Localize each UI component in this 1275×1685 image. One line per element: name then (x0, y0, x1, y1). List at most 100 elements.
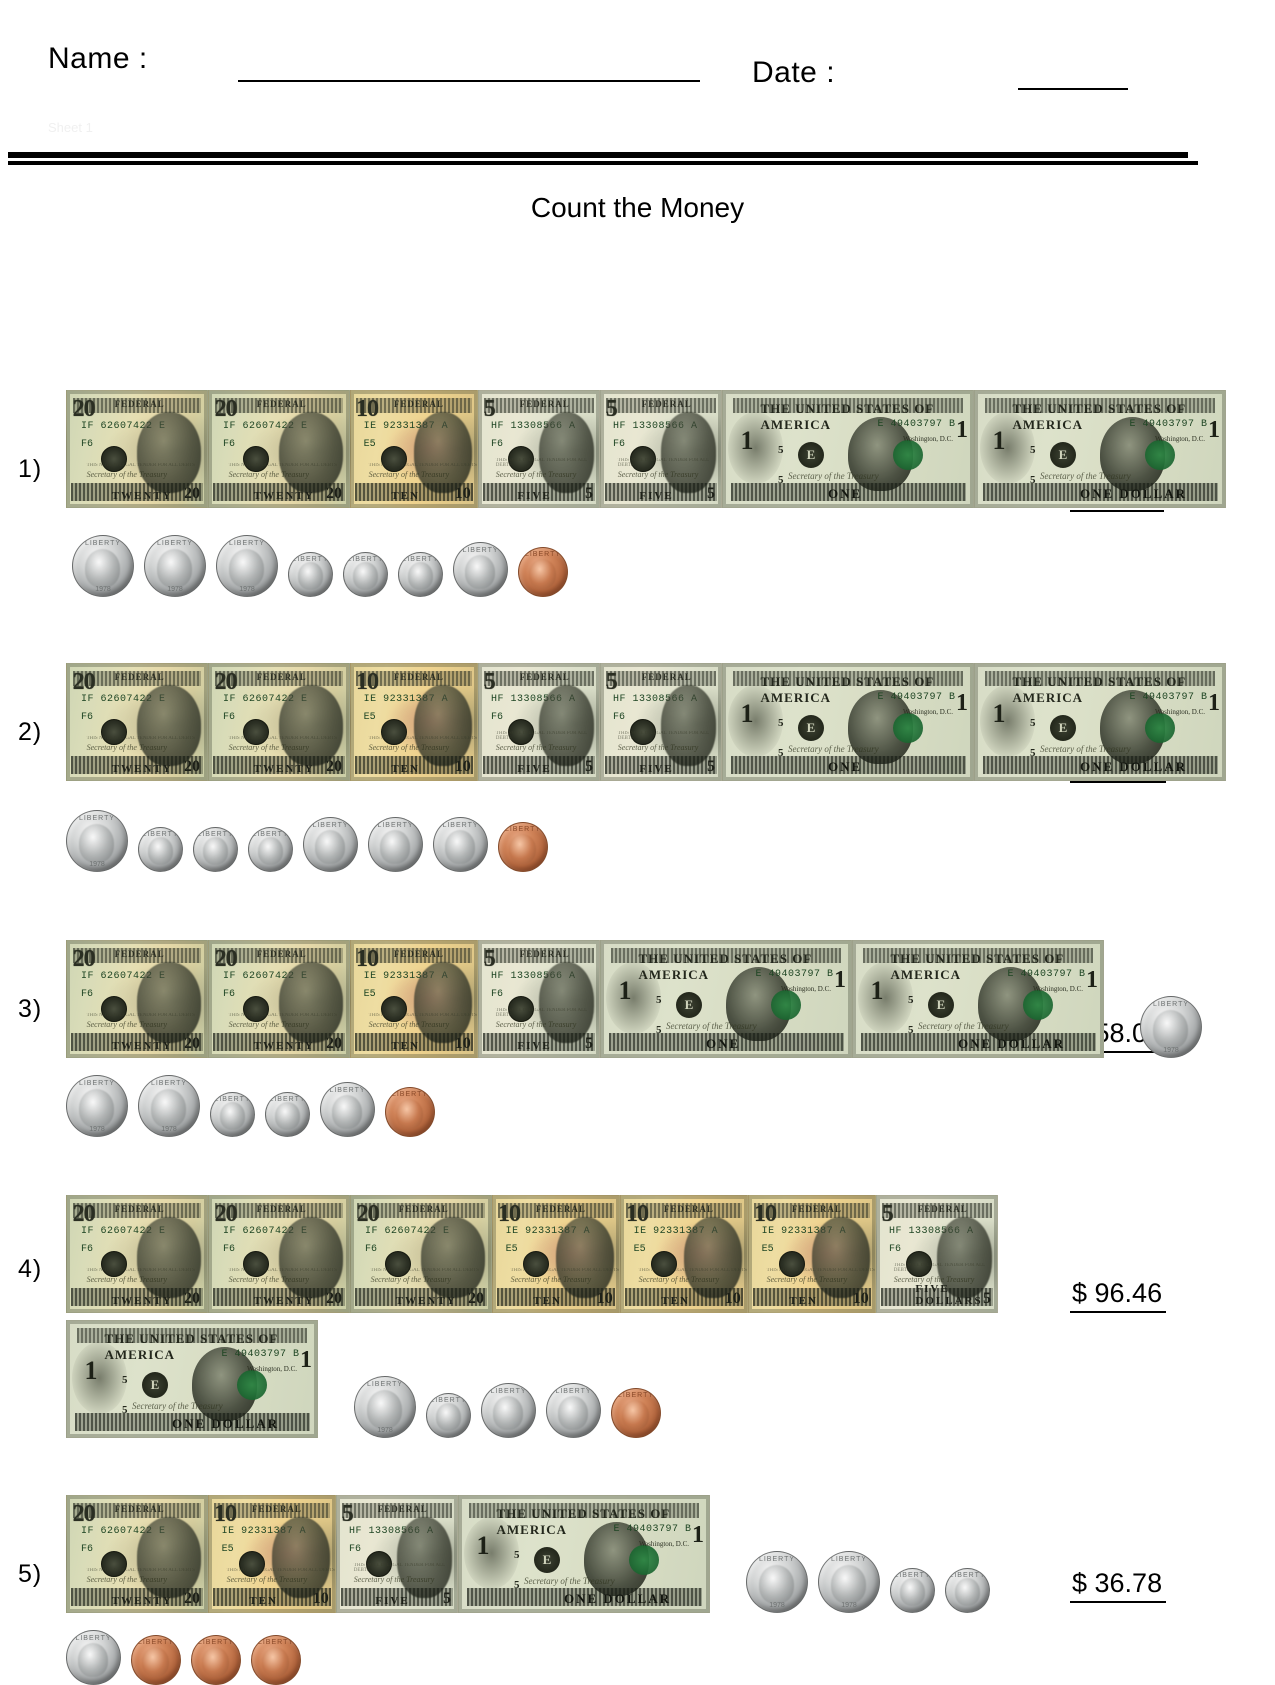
coin-portrait (157, 549, 192, 588)
bill-portrait (661, 411, 717, 494)
bill-border-pattern (754, 1202, 870, 1219)
coin-year-text: 1978 (89, 1126, 105, 1133)
answer-value[interactable]: $ 96.46 (1070, 1278, 1167, 1313)
bill-denomination-word: TWENTY (253, 763, 315, 776)
bill-micro-text: THIS NOTE IS LEGAL TENDER FOR ALL DEBTS (86, 462, 195, 468)
coin-rim-text: LIBERTY (1152, 1001, 1190, 1009)
bill-serial-number: E 49403797 B (755, 968, 834, 980)
bill-denomination-numeral-bottom: 20 (326, 1290, 342, 1308)
bill-serial-number: IF 62607422 E (223, 1226, 308, 1238)
bill-denomination-numeral: 20 (72, 668, 96, 695)
bill-denomination-word: ONE (706, 1036, 741, 1052)
bill-portrait (556, 1216, 614, 1299)
bill-micro-text: THIS NOTE IS LEGAL TENDER FOR ALL DEBTS (86, 1567, 195, 1573)
bill-denomination-word: TWENTY (111, 490, 173, 503)
bill-portrait (539, 411, 595, 494)
bill-denomination-numeral: 10 (754, 1200, 777, 1227)
bill-5-dollar: 5 FEDERAL HF 13308566 A F6 THIS NOTE IS LEGA… (336, 1495, 458, 1613)
bill-bottom-border-pattern (213, 482, 345, 502)
bill-left-ornament (728, 411, 783, 484)
bill-bottom-border-pattern (354, 755, 474, 775)
coin-dime: LIBERTY (426, 1393, 471, 1438)
bill-district-number-left: 5 (778, 444, 784, 457)
bill-district-code: F6 (365, 1243, 378, 1255)
bill-federal-seal (365, 1550, 392, 1577)
bill-denomination-numeral-bottom: 10 (454, 485, 471, 503)
bill-left-ornament (72, 1341, 127, 1414)
bill-10-dollar: 10 FEDERAL IE 92331387 A E5 THIS NOTE IS LEG… (620, 1195, 748, 1313)
bill-denomination-numeral: 20 (214, 668, 238, 695)
bill-serial-number: E 49403797 B (221, 1348, 300, 1360)
bill-bottom-border-pattern (982, 755, 1218, 775)
bill-denomination-numeral-bottom: 5 (585, 1035, 593, 1053)
bill-banner-text: THE UNITED STATES OF AMERICA (638, 951, 812, 983)
bill-denomination-numeral-bottom: 5 (983, 1290, 991, 1308)
bill-denomination-word: TEN (661, 1295, 690, 1308)
coin-portrait (352, 562, 378, 590)
coin-rim-text: LIBERTY (462, 546, 499, 554)
bill-federal-seal (239, 1550, 266, 1577)
bill-district-code: F6 (491, 438, 504, 450)
bill-denomination-numeral-bottom: 5 (707, 758, 715, 776)
coin-penny: LIBERTY (498, 822, 548, 872)
coin-group: LIBERTY LIBERTY LIBERTY LIBERTY (66, 1630, 301, 1685)
bill-border-pattern (985, 397, 1215, 414)
bill-20-dollar: 20 FEDERAL IF 62607422 E F6 THIS NOTE IS LEG… (208, 940, 350, 1058)
coin-quarter: LIBERTY 1978 (144, 535, 206, 597)
name-blank-line[interactable] (238, 80, 700, 82)
bill-denomination-numeral: 5 (605, 395, 618, 422)
bill-signature: Secretary of the Treasury (226, 1575, 308, 1585)
bill-federal-seal (242, 995, 269, 1022)
coin-quarter: LIBERTY 1978 (818, 1551, 880, 1613)
bill-1-dollar: 1 THE UNITED STATES OF AMERICA 5 E E 4940379… (852, 940, 1104, 1058)
bill-district-code: F6 (491, 988, 504, 1000)
bill-border-pattern (483, 947, 595, 964)
bill-denomination-word: TWENTY (395, 1295, 457, 1308)
bill-bottom-border-pattern (71, 1032, 203, 1052)
bill-signature: Secretary of the Treasury (495, 470, 577, 480)
coin-rim-text: LIBERTY (442, 821, 479, 829)
bill-20-dollar: 20 FEDERAL IF 62607422 E F6 THIS NOTE IS LEG… (66, 940, 208, 1058)
bill-signature: Secretary of the Treasury (368, 470, 450, 480)
bill-border-pattern (483, 670, 595, 687)
bill-denomination-numeral: 10 (356, 395, 379, 422)
coin-rim-text: LIBERTY (329, 1086, 366, 1094)
coin-group: 1 THE UNITED STATES OF AMERICA 5 E E 4940379… (66, 1320, 661, 1438)
date-blank-line[interactable] (1018, 88, 1128, 90)
bill-5-dollar: 5 FEDERAL HF 13308566 A F6 THIS NOTE IS LEGA… (600, 663, 722, 781)
bill-border-pattern (72, 1502, 202, 1519)
coin-rim-text: LIBERTY (228, 540, 266, 548)
bill-federal-seal (523, 1250, 550, 1277)
page-title: Count the Money (530, 192, 745, 223)
bill-denomination-numeral: 20 (72, 1500, 96, 1527)
bill-banner-text: THE UNITED STATES OF AMERICA (496, 1506, 670, 1538)
bill-border-pattern (626, 1202, 742, 1219)
answer-value[interactable]: $ 36.78 (1070, 1568, 1167, 1603)
bill-serial-number: IF 62607422 E (81, 421, 166, 433)
faint-watermark-text: Sheet 1 (48, 120, 93, 135)
bill-denomination-word: TWENTY (253, 490, 315, 503)
bill-group: 20 FEDERAL IF 62607422 E F6 THIS NOTE IS LEG… (66, 1495, 990, 1613)
bill-signature: Secretary of the Treasury (766, 1275, 848, 1285)
bill-denomination-numeral: 20 (214, 1200, 238, 1227)
bill-bottom-border-pattern (482, 482, 596, 502)
bill-federal-seal (507, 445, 534, 472)
bill-left-ornament (606, 961, 661, 1034)
bill-denomination-numeral-bottom: 10 (454, 1035, 471, 1053)
coin-dime: LIBERTY (138, 827, 183, 872)
coin-rim-text: LIBERTY (617, 1392, 655, 1400)
bill-serial-number: IF 62607422 E (81, 971, 166, 983)
coin-portrait (77, 1642, 109, 1677)
bill-micro-text: THIS NOTE IS LEGAL TENDER FOR ALL DEBTS (510, 1267, 619, 1273)
bill-denomination-word: ONE (828, 759, 863, 775)
coin-dime: LIBERTY (288, 552, 333, 597)
coin-rim-text: LIBERTY (758, 1556, 796, 1564)
problem-number: 3) (18, 995, 43, 1023)
bill-federal-reserve-text: FEDERAL (519, 672, 570, 683)
date-label: Date : (752, 56, 836, 89)
coin-quarter: LIBERTY 1978 (138, 1075, 200, 1137)
bill-portrait (414, 411, 472, 494)
bill-portrait (137, 961, 202, 1044)
coin-portrait (954, 1578, 980, 1606)
bill-federal-seal (507, 718, 534, 745)
